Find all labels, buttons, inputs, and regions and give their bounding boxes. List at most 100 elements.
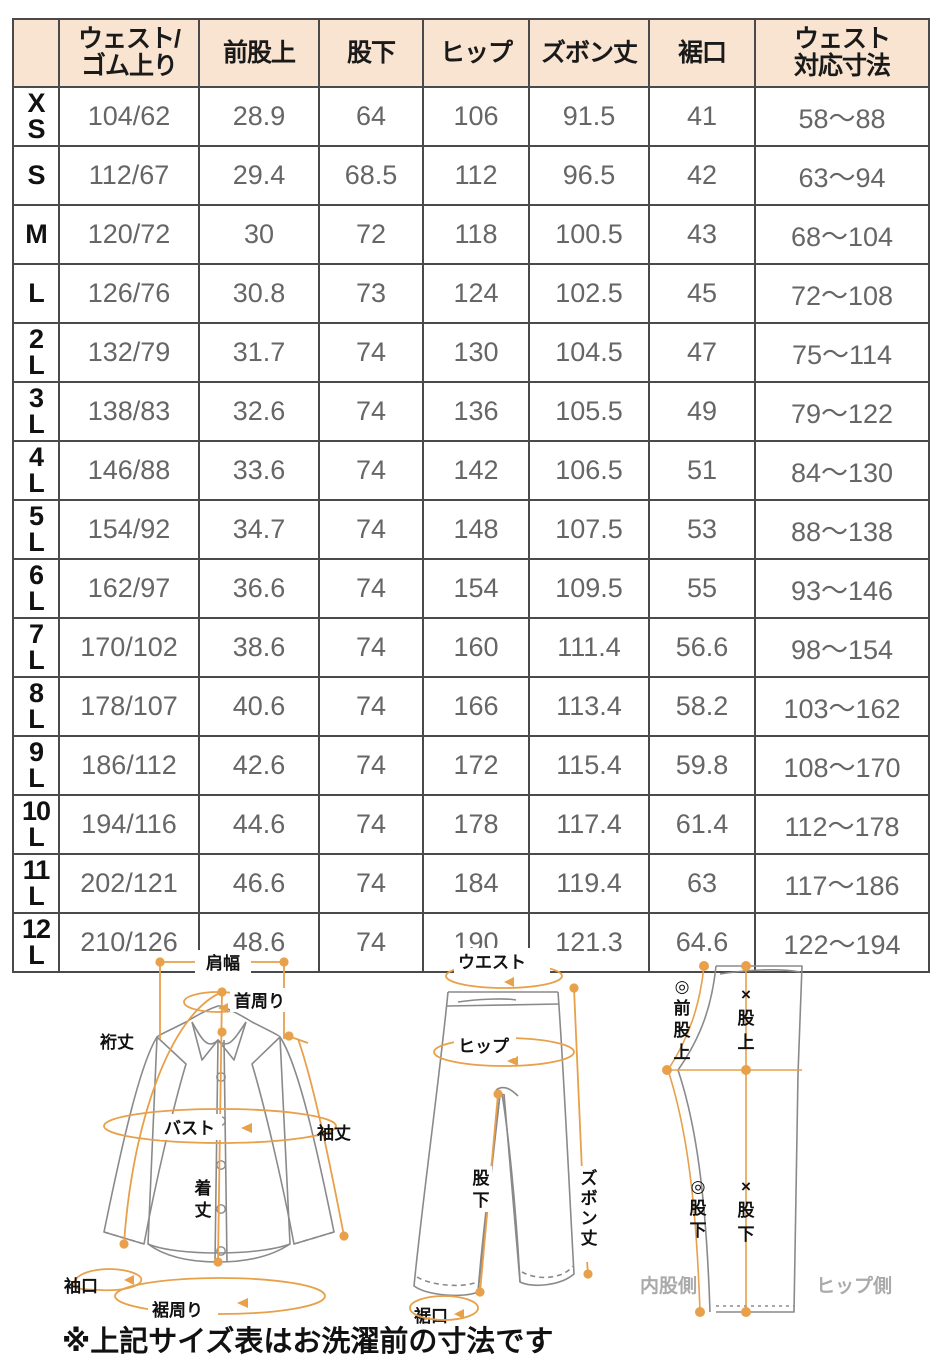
header-line: ウェスト/ bbox=[78, 25, 181, 53]
measurement-cell: 202/121 bbox=[58, 853, 200, 914]
header-cell-hip: ヒップ bbox=[422, 18, 530, 88]
measurement-cell: 120/72 bbox=[58, 204, 200, 265]
header-line: ヒップ bbox=[439, 38, 513, 67]
table-row: 6 L 162/97 36.6 74 154 109.5 55 93〜146 bbox=[12, 558, 930, 619]
shirt-measurement-diagram: 肩幅 首周り 裄丈 バスト 袖丈 着 丈 袖口 裾周り bbox=[52, 944, 402, 1334]
header-cell-inseam: 股下 bbox=[318, 18, 424, 88]
measurement-cell: 30.8 bbox=[198, 263, 320, 324]
measurement-cell: 170/102 bbox=[58, 617, 200, 678]
measurement-cell: 74 bbox=[318, 676, 424, 737]
washing-note: ※上記サイズ表はお洗濯前の寸法です bbox=[62, 1326, 554, 1358]
header-row: ウェスト/ ゴム上り 前股上 股下 ヒップ ズボン丈 裾口 bbox=[12, 18, 930, 88]
measurement-lines bbox=[73, 961, 345, 1315]
size-label-cell: 11 L bbox=[12, 853, 60, 914]
table-row: 7 L 170/102 38.6 74 160 111.4 56.6 98〜154 bbox=[12, 617, 930, 678]
table-row: L 126/76 30.8 73 124 102.5 45 72〜108 bbox=[12, 263, 930, 324]
label-hip: ヒップ bbox=[458, 1036, 510, 1056]
header-line: ズボン丈 bbox=[540, 38, 638, 67]
measurement-cell: 31.7 bbox=[198, 322, 320, 383]
measurement-cell: 42 bbox=[648, 145, 756, 206]
size-label-line: L bbox=[28, 880, 45, 911]
measurement-cell: 44.6 bbox=[198, 794, 320, 855]
label-hip-side: ヒップ側 bbox=[816, 1274, 892, 1297]
measurement-cell: 160 bbox=[422, 617, 530, 678]
table-row: 12 L 210/126 48.6 74 190 121.3 64.6 122〜194 bbox=[12, 912, 930, 973]
header-line: 前股上 bbox=[222, 38, 296, 67]
measurement-cell: 154/92 bbox=[58, 499, 200, 560]
endpoint-dot bbox=[119, 957, 349, 1267]
measurement-cell: 36.6 bbox=[198, 558, 320, 619]
measurement-cell: 118 bbox=[422, 204, 530, 265]
measurement-cell: 172 bbox=[422, 735, 530, 796]
measurement-cell: 59.8 bbox=[648, 735, 756, 796]
measurement-cell: 194/116 bbox=[58, 794, 200, 855]
size-label-line: 11 bbox=[22, 854, 51, 885]
svg-text:◎: ◎ bbox=[675, 977, 690, 996]
label-neck-circumference: 首周り bbox=[234, 991, 285, 1011]
measurement-cell: 130 bbox=[422, 322, 530, 383]
size-label-line: L bbox=[28, 467, 45, 498]
measurement-cell: 84〜130 bbox=[754, 440, 930, 501]
svg-text:丈: 丈 bbox=[581, 1229, 598, 1248]
size-label-line: L bbox=[28, 585, 45, 616]
measurement-cell: 53 bbox=[648, 499, 756, 560]
size-label-line: 10 bbox=[21, 795, 51, 826]
header-cell-front-rise: 前股上 bbox=[198, 18, 320, 88]
header-line: 裾口 bbox=[677, 38, 727, 67]
measurement-cell: 166 bbox=[422, 676, 530, 737]
svg-text:上: 上 bbox=[674, 1043, 691, 1062]
measurement-cell: 30 bbox=[198, 204, 320, 265]
label-bust: バスト bbox=[164, 1119, 215, 1138]
arrow-marker bbox=[124, 1003, 252, 1308]
measurement-cell: 122〜194 bbox=[754, 912, 930, 973]
svg-text:×: × bbox=[741, 985, 751, 1004]
label-inner-thigh-side: 内股側 bbox=[640, 1274, 697, 1297]
size-label-cell: S bbox=[12, 145, 60, 206]
svg-text:股: 股 bbox=[738, 1201, 755, 1220]
size-label-line: L bbox=[28, 821, 45, 852]
measurement-cell: 33.6 bbox=[198, 440, 320, 501]
measurement-cell: 58〜88 bbox=[754, 86, 930, 147]
measurement-cell: 109.5 bbox=[528, 558, 650, 619]
measurement-cell: 146/88 bbox=[58, 440, 200, 501]
header-line: ウェスト bbox=[793, 25, 891, 53]
measurement-cell: 115.4 bbox=[528, 735, 650, 796]
table-row: M 120/72 30 72 118 100.5 43 68〜104 bbox=[12, 204, 930, 265]
measurement-cell: 142 bbox=[422, 440, 530, 501]
measurement-cell: 178/107 bbox=[58, 676, 200, 737]
measurement-cell: 61.4 bbox=[648, 794, 756, 855]
measurement-cell: 154 bbox=[422, 558, 530, 619]
size-label-cell: 10 L bbox=[12, 794, 60, 855]
size-label-line: L bbox=[28, 762, 45, 793]
measurement-cell: 46.6 bbox=[198, 853, 320, 914]
measurement-cell: 91.5 bbox=[528, 86, 650, 147]
measurement-cell: 56.6 bbox=[648, 617, 756, 678]
measurement-cell: 105.5 bbox=[528, 381, 650, 442]
measurement-cell: 43 bbox=[648, 204, 756, 265]
svg-text:ズ: ズ bbox=[581, 1168, 598, 1188]
size-label-cell: 12 L bbox=[12, 912, 60, 973]
rise-measurement-diagram: ◎ 前股上 × 股上 ◎ 股下 × 股下 内股側 ヒップ側 bbox=[636, 944, 936, 1334]
endpoint-dot bbox=[475, 983, 593, 1297]
measurement-cell: 74 bbox=[318, 322, 424, 383]
measurement-cell: 47 bbox=[648, 322, 756, 383]
header-line: ゴム上り bbox=[80, 52, 178, 80]
size-label-cell: M bbox=[12, 204, 60, 265]
size-label-line: S bbox=[27, 159, 45, 190]
table-row: 11 L 202/121 46.6 74 184 119.4 63 117〜186 bbox=[12, 853, 930, 914]
table-row: 8 L 178/107 40.6 74 166 113.4 58.2 103〜162 bbox=[12, 676, 930, 737]
measurement-cell: 34.7 bbox=[198, 499, 320, 560]
measurement-cell: 112 bbox=[422, 145, 530, 206]
measurement-lines bbox=[666, 965, 802, 1313]
measurement-cell: 74 bbox=[318, 617, 424, 678]
svg-text:ン: ン bbox=[581, 1209, 598, 1228]
measurement-cell: 63 bbox=[648, 853, 756, 914]
arrow-marker bbox=[454, 1309, 464, 1319]
svg-text:股: 股 bbox=[473, 1169, 490, 1188]
label-pants-length-text: ズボン丈 bbox=[581, 1168, 598, 1248]
svg-text:◎: ◎ bbox=[691, 1177, 706, 1196]
size-label-line: L bbox=[28, 703, 45, 734]
measurement-cell: 178 bbox=[422, 794, 530, 855]
